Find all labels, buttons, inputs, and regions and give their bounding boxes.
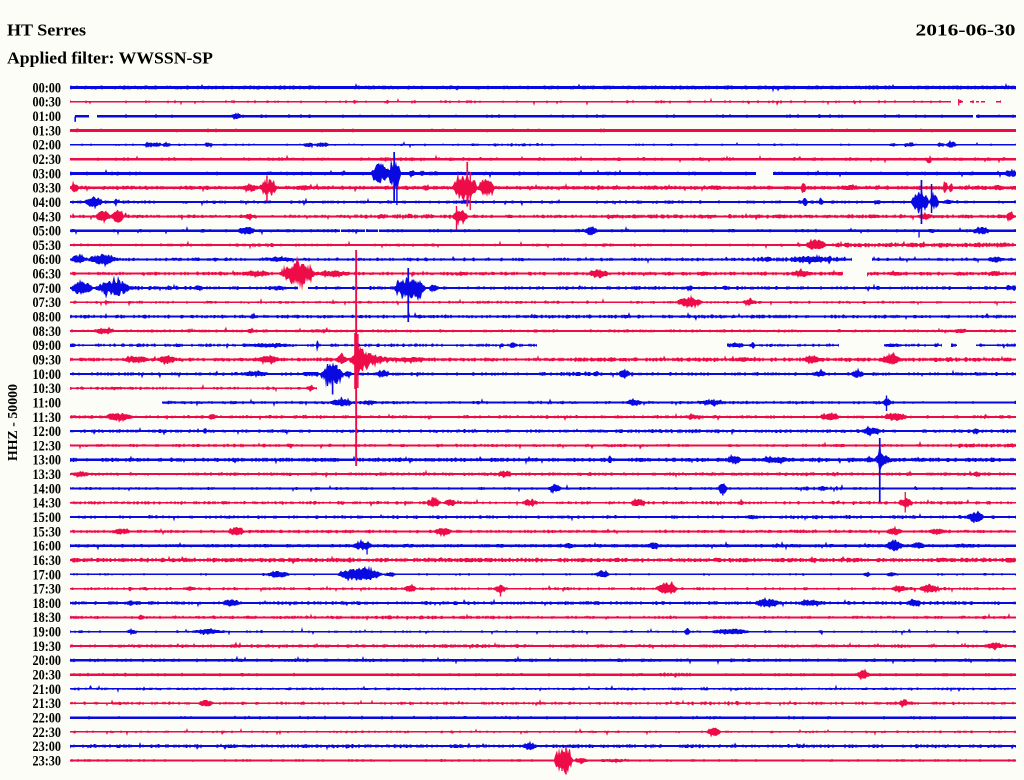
svg-text:14:00: 14:00	[33, 481, 62, 497]
svg-text:00:30: 00:30	[33, 95, 62, 111]
svg-text:23:00: 23:00	[33, 739, 62, 755]
svg-text:08:30: 08:30	[33, 324, 62, 340]
svg-text:15:00: 15:00	[33, 510, 62, 526]
svg-text:12:30: 12:30	[33, 438, 62, 454]
svg-text:21:30: 21:30	[33, 696, 62, 712]
svg-text:02:30: 02:30	[33, 152, 62, 168]
svg-text:11:30: 11:30	[33, 410, 62, 426]
svg-text:Applied filter: WWSSN-SP: Applied filter: WWSSN-SP	[7, 49, 213, 68]
svg-text:04:00: 04:00	[33, 195, 62, 211]
svg-text:11:00: 11:00	[33, 395, 62, 411]
svg-text:02:00: 02:00	[33, 138, 62, 154]
svg-text:19:00: 19:00	[33, 625, 62, 641]
svg-text:18:00: 18:00	[33, 596, 62, 612]
svg-text:HT Serres: HT Serres	[7, 21, 87, 40]
svg-text:07:30: 07:30	[33, 295, 62, 311]
svg-text:10:00: 10:00	[33, 367, 62, 383]
svg-text:18:30: 18:30	[33, 610, 62, 626]
svg-text:21:00: 21:00	[33, 682, 62, 698]
svg-text:03:30: 03:30	[33, 181, 62, 197]
svg-text:09:30: 09:30	[33, 353, 62, 369]
svg-text:20:00: 20:00	[33, 653, 62, 669]
svg-text:13:00: 13:00	[33, 453, 62, 469]
svg-text:HHZ - 50000: HHZ - 50000	[6, 384, 21, 461]
svg-text:22:30: 22:30	[33, 725, 62, 741]
svg-text:15:30: 15:30	[33, 524, 62, 540]
svg-text:2016-06-30: 2016-06-30	[916, 21, 1016, 40]
svg-text:05:30: 05:30	[33, 238, 62, 254]
svg-text:17:00: 17:00	[33, 567, 62, 583]
svg-text:16:30: 16:30	[33, 553, 62, 569]
svg-text:20:30: 20:30	[33, 668, 62, 684]
svg-text:17:30: 17:30	[33, 582, 62, 598]
svg-text:05:00: 05:00	[33, 224, 62, 240]
svg-text:22:00: 22:00	[33, 711, 62, 727]
svg-text:07:00: 07:00	[33, 281, 62, 297]
svg-text:04:30: 04:30	[33, 209, 62, 225]
svg-text:16:00: 16:00	[33, 539, 62, 555]
svg-text:03:00: 03:00	[33, 166, 62, 182]
svg-text:12:00: 12:00	[33, 424, 62, 440]
svg-text:10:30: 10:30	[33, 381, 62, 397]
svg-text:01:00: 01:00	[33, 109, 62, 125]
svg-text:06:00: 06:00	[33, 252, 62, 268]
svg-text:23:30: 23:30	[33, 753, 62, 769]
svg-text:13:30: 13:30	[33, 467, 62, 483]
svg-text:06:30: 06:30	[33, 267, 62, 283]
svg-text:08:00: 08:00	[33, 310, 62, 326]
svg-text:19:30: 19:30	[33, 639, 62, 655]
svg-text:09:00: 09:00	[33, 338, 62, 354]
svg-text:01:30: 01:30	[33, 123, 62, 139]
svg-text:14:30: 14:30	[33, 496, 62, 512]
svg-text:00:00: 00:00	[33, 80, 62, 96]
